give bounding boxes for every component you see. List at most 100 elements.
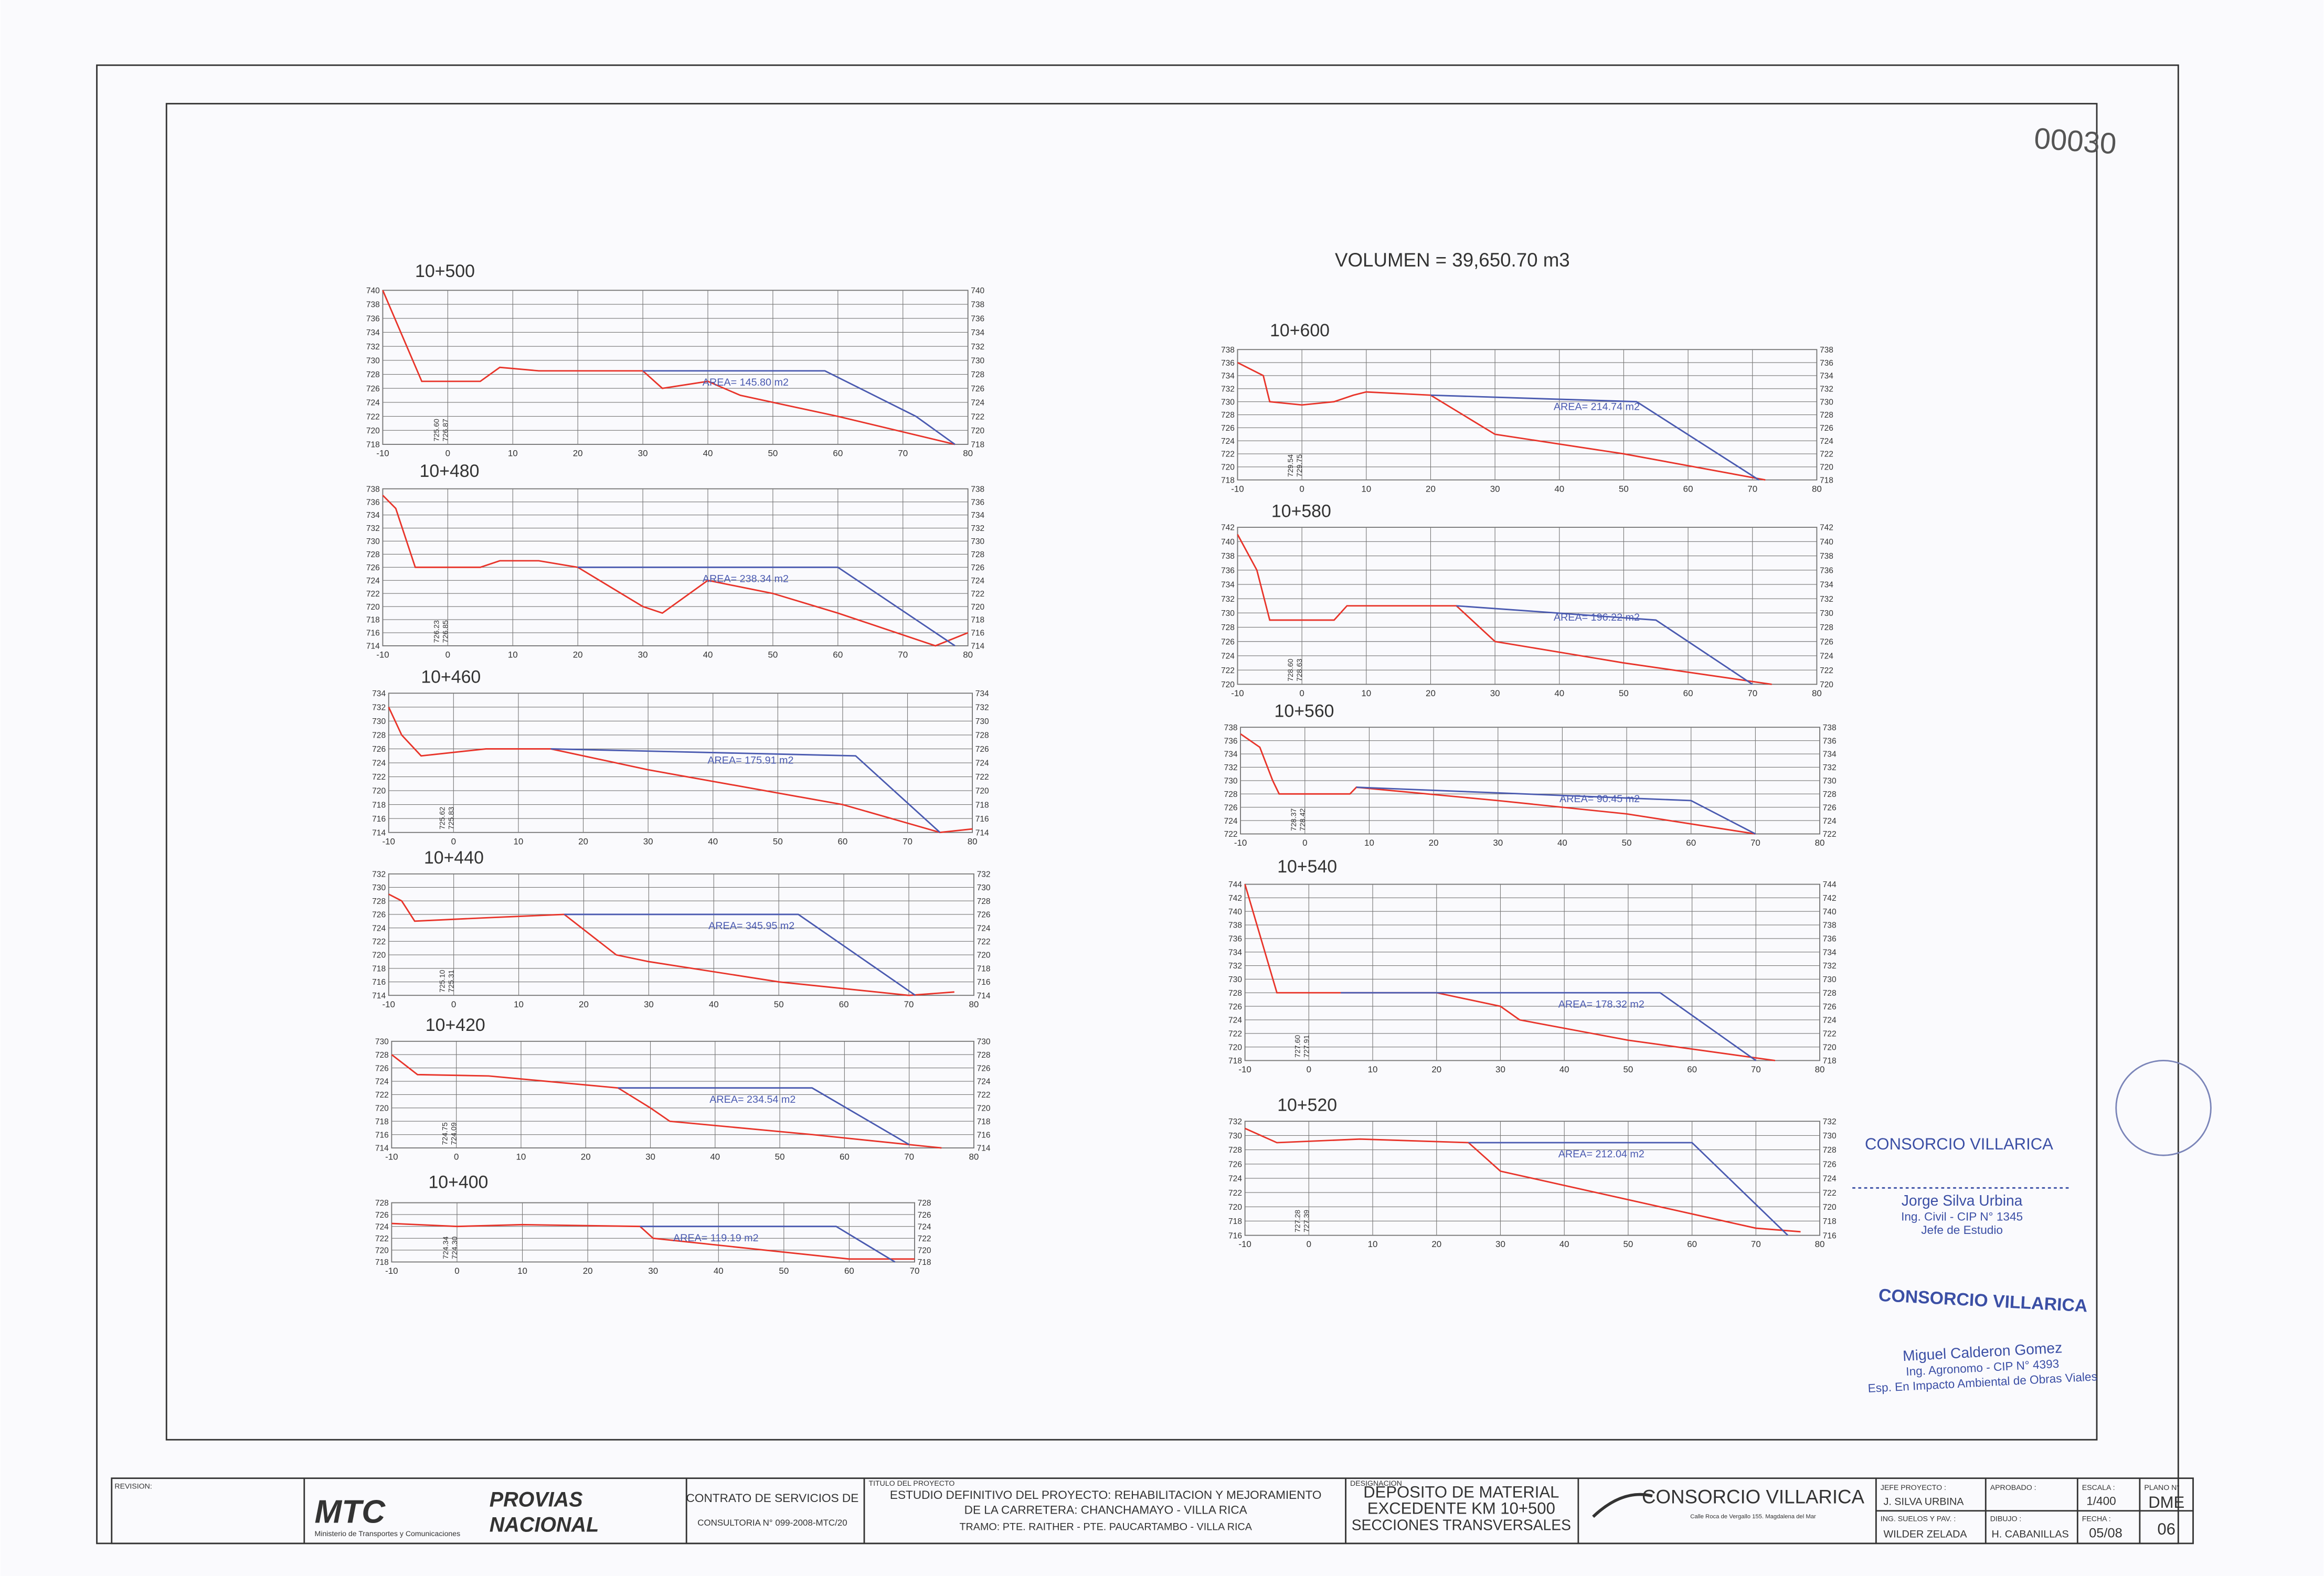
x-tick-label: 80 — [968, 836, 978, 846]
x-tick-label: 40 — [709, 999, 719, 1009]
y-tick-label: 718 — [971, 616, 984, 625]
y-tick-label: 740 — [1228, 908, 1242, 917]
y-tick-label: 722 — [971, 412, 984, 421]
elevation-label: 728.37 — [1289, 808, 1298, 831]
y-tick-label: 732 — [1221, 595, 1235, 604]
x-tick-label: 50 — [1619, 688, 1629, 698]
field-value: WILDER ZELADA — [1883, 1529, 1967, 1540]
cross-section: 10+500 718 718 720 720 722 722 724 724 726 726 728 7… — [366, 261, 985, 459]
y-tick-label: 714 — [375, 1144, 389, 1153]
elevation-label: 727.39 — [1302, 1210, 1310, 1232]
y-tick-label: 720 — [1221, 463, 1235, 472]
profile-line — [1456, 605, 1753, 685]
x-tick-label: -10 — [1231, 484, 1244, 494]
y-tick-label: 738 — [366, 485, 380, 494]
y-tick-label: 726 — [1221, 424, 1235, 433]
section-title: 10+500 — [415, 261, 475, 281]
profile-line — [643, 370, 956, 445]
y-tick-label: 728 — [1224, 790, 1238, 799]
y-tick-label: 730 — [366, 537, 380, 546]
x-tick-label: 40 — [703, 650, 713, 660]
y-tick-label: 720 — [372, 951, 386, 960]
x-tick-label: 30 — [1490, 688, 1500, 698]
x-tick-label: 70 — [1751, 1064, 1761, 1074]
elevation-label: 729.54 — [1286, 454, 1294, 477]
x-tick-label: 70 — [1747, 688, 1757, 698]
y-tick-label: 734 — [1224, 750, 1238, 759]
cross-section: 10+420 714 714 716 716 718 718 720 720 722 722 724 7… — [375, 1015, 991, 1162]
y-tick-label: 722 — [1221, 450, 1235, 459]
stamp-text: CONSORCIO VILLARICA — [1865, 1135, 2053, 1153]
y-tick-label: 738 — [1820, 552, 1833, 561]
x-tick-label: 50 — [775, 1152, 785, 1162]
profile-line — [1237, 534, 1772, 685]
section-title: 10+600 — [1270, 321, 1330, 340]
area-label: AREA= 238.34 m2 — [703, 573, 789, 585]
x-tick-label: 40 — [1554, 688, 1564, 698]
cross-section: 10+480 714 714 716 716 718 718 720 720 722 722 724 7… — [366, 461, 985, 659]
field-label: PLANO N° — [2144, 1483, 2180, 1492]
y-tick-label: 726 — [1820, 424, 1833, 433]
section-title: 10+400 — [428, 1172, 488, 1192]
cross-section: 10+460 714 714 716 716 718 718 720 720 722 722 724 7… — [372, 667, 989, 847]
y-tick-label: 732 — [366, 343, 380, 352]
y-tick-label: 736 — [1221, 566, 1235, 575]
x-tick-label: 20 — [1431, 1064, 1441, 1074]
y-tick-label: 718 — [372, 801, 386, 810]
elevation-label: 725.31 — [447, 970, 455, 992]
section-title: 10+480 — [420, 461, 480, 481]
section-title: 10+440 — [424, 848, 484, 868]
y-tick-label: 724 — [918, 1222, 931, 1231]
profile-line — [578, 566, 956, 647]
x-tick-label: 0 — [445, 650, 450, 660]
y-tick-label: 732 — [1820, 385, 1833, 393]
y-tick-label: 724 — [366, 577, 380, 585]
y-tick-label: 724 — [1221, 652, 1235, 661]
plan-number: 06 — [2157, 1520, 2176, 1538]
x-tick-label: 40 — [703, 449, 713, 459]
x-tick-label: 30 — [1490, 484, 1500, 494]
y-tick-label: 720 — [372, 787, 386, 796]
y-tick-label: 730 — [977, 883, 991, 892]
y-tick-label: 720 — [971, 603, 984, 612]
y-tick-label: 718 — [977, 964, 991, 973]
section-title: 10+420 — [426, 1015, 485, 1035]
x-tick-label: -10 — [1238, 1064, 1251, 1074]
x-tick-label: 50 — [1623, 1064, 1633, 1074]
x-tick-label: 40 — [1559, 1064, 1569, 1074]
y-tick-label: 722 — [375, 1234, 389, 1243]
y-tick-label: 720 — [1823, 1043, 1837, 1052]
y-tick-label: 716 — [1823, 1231, 1837, 1240]
y-tick-label: 718 — [977, 1117, 991, 1126]
y-tick-label: 736 — [971, 498, 984, 507]
x-tick-label: 10 — [1368, 1064, 1378, 1074]
x-tick-label: 60 — [833, 449, 843, 459]
x-tick-label: 80 — [1815, 1064, 1825, 1074]
y-tick-label: 714 — [977, 992, 991, 1000]
y-tick-label: 724 — [1228, 1016, 1242, 1025]
y-tick-label: 726 — [975, 745, 989, 754]
y-tick-label: 726 — [971, 563, 984, 572]
profile-line — [640, 1226, 896, 1263]
y-tick-label: 720 — [1228, 1203, 1242, 1212]
cross-section: 10+540 718 718 720 720 722 722 724 724 726 726 728 7… — [1228, 857, 1837, 1074]
y-tick-label: 718 — [375, 1117, 389, 1126]
stamp-text: Jorge Silva Urbina — [1902, 1192, 2023, 1209]
x-tick-label: 80 — [1812, 688, 1822, 698]
y-tick-label: 724 — [1823, 1175, 1837, 1184]
y-tick-label: 736 — [366, 314, 380, 323]
x-tick-label: 60 — [1683, 688, 1693, 698]
designation-label: DESIGNACION — [1350, 1479, 1402, 1487]
y-tick-label: 732 — [971, 343, 984, 352]
y-tick-label: 726 — [1221, 637, 1235, 646]
y-tick-label: 718 — [375, 1258, 389, 1267]
y-tick-label: 728 — [971, 550, 984, 559]
project-label: TITULO DEL PROYECTO — [868, 1479, 954, 1487]
x-tick-label: 80 — [1815, 838, 1825, 848]
title-block: REVISION: MTC Ministerio de Transportes … — [111, 1477, 2194, 1545]
y-tick-label: 740 — [1823, 908, 1837, 917]
y-tick-label: 720 — [375, 1104, 389, 1113]
y-tick-label: 724 — [375, 1222, 389, 1231]
y-tick-label: 724 — [1823, 1016, 1837, 1025]
